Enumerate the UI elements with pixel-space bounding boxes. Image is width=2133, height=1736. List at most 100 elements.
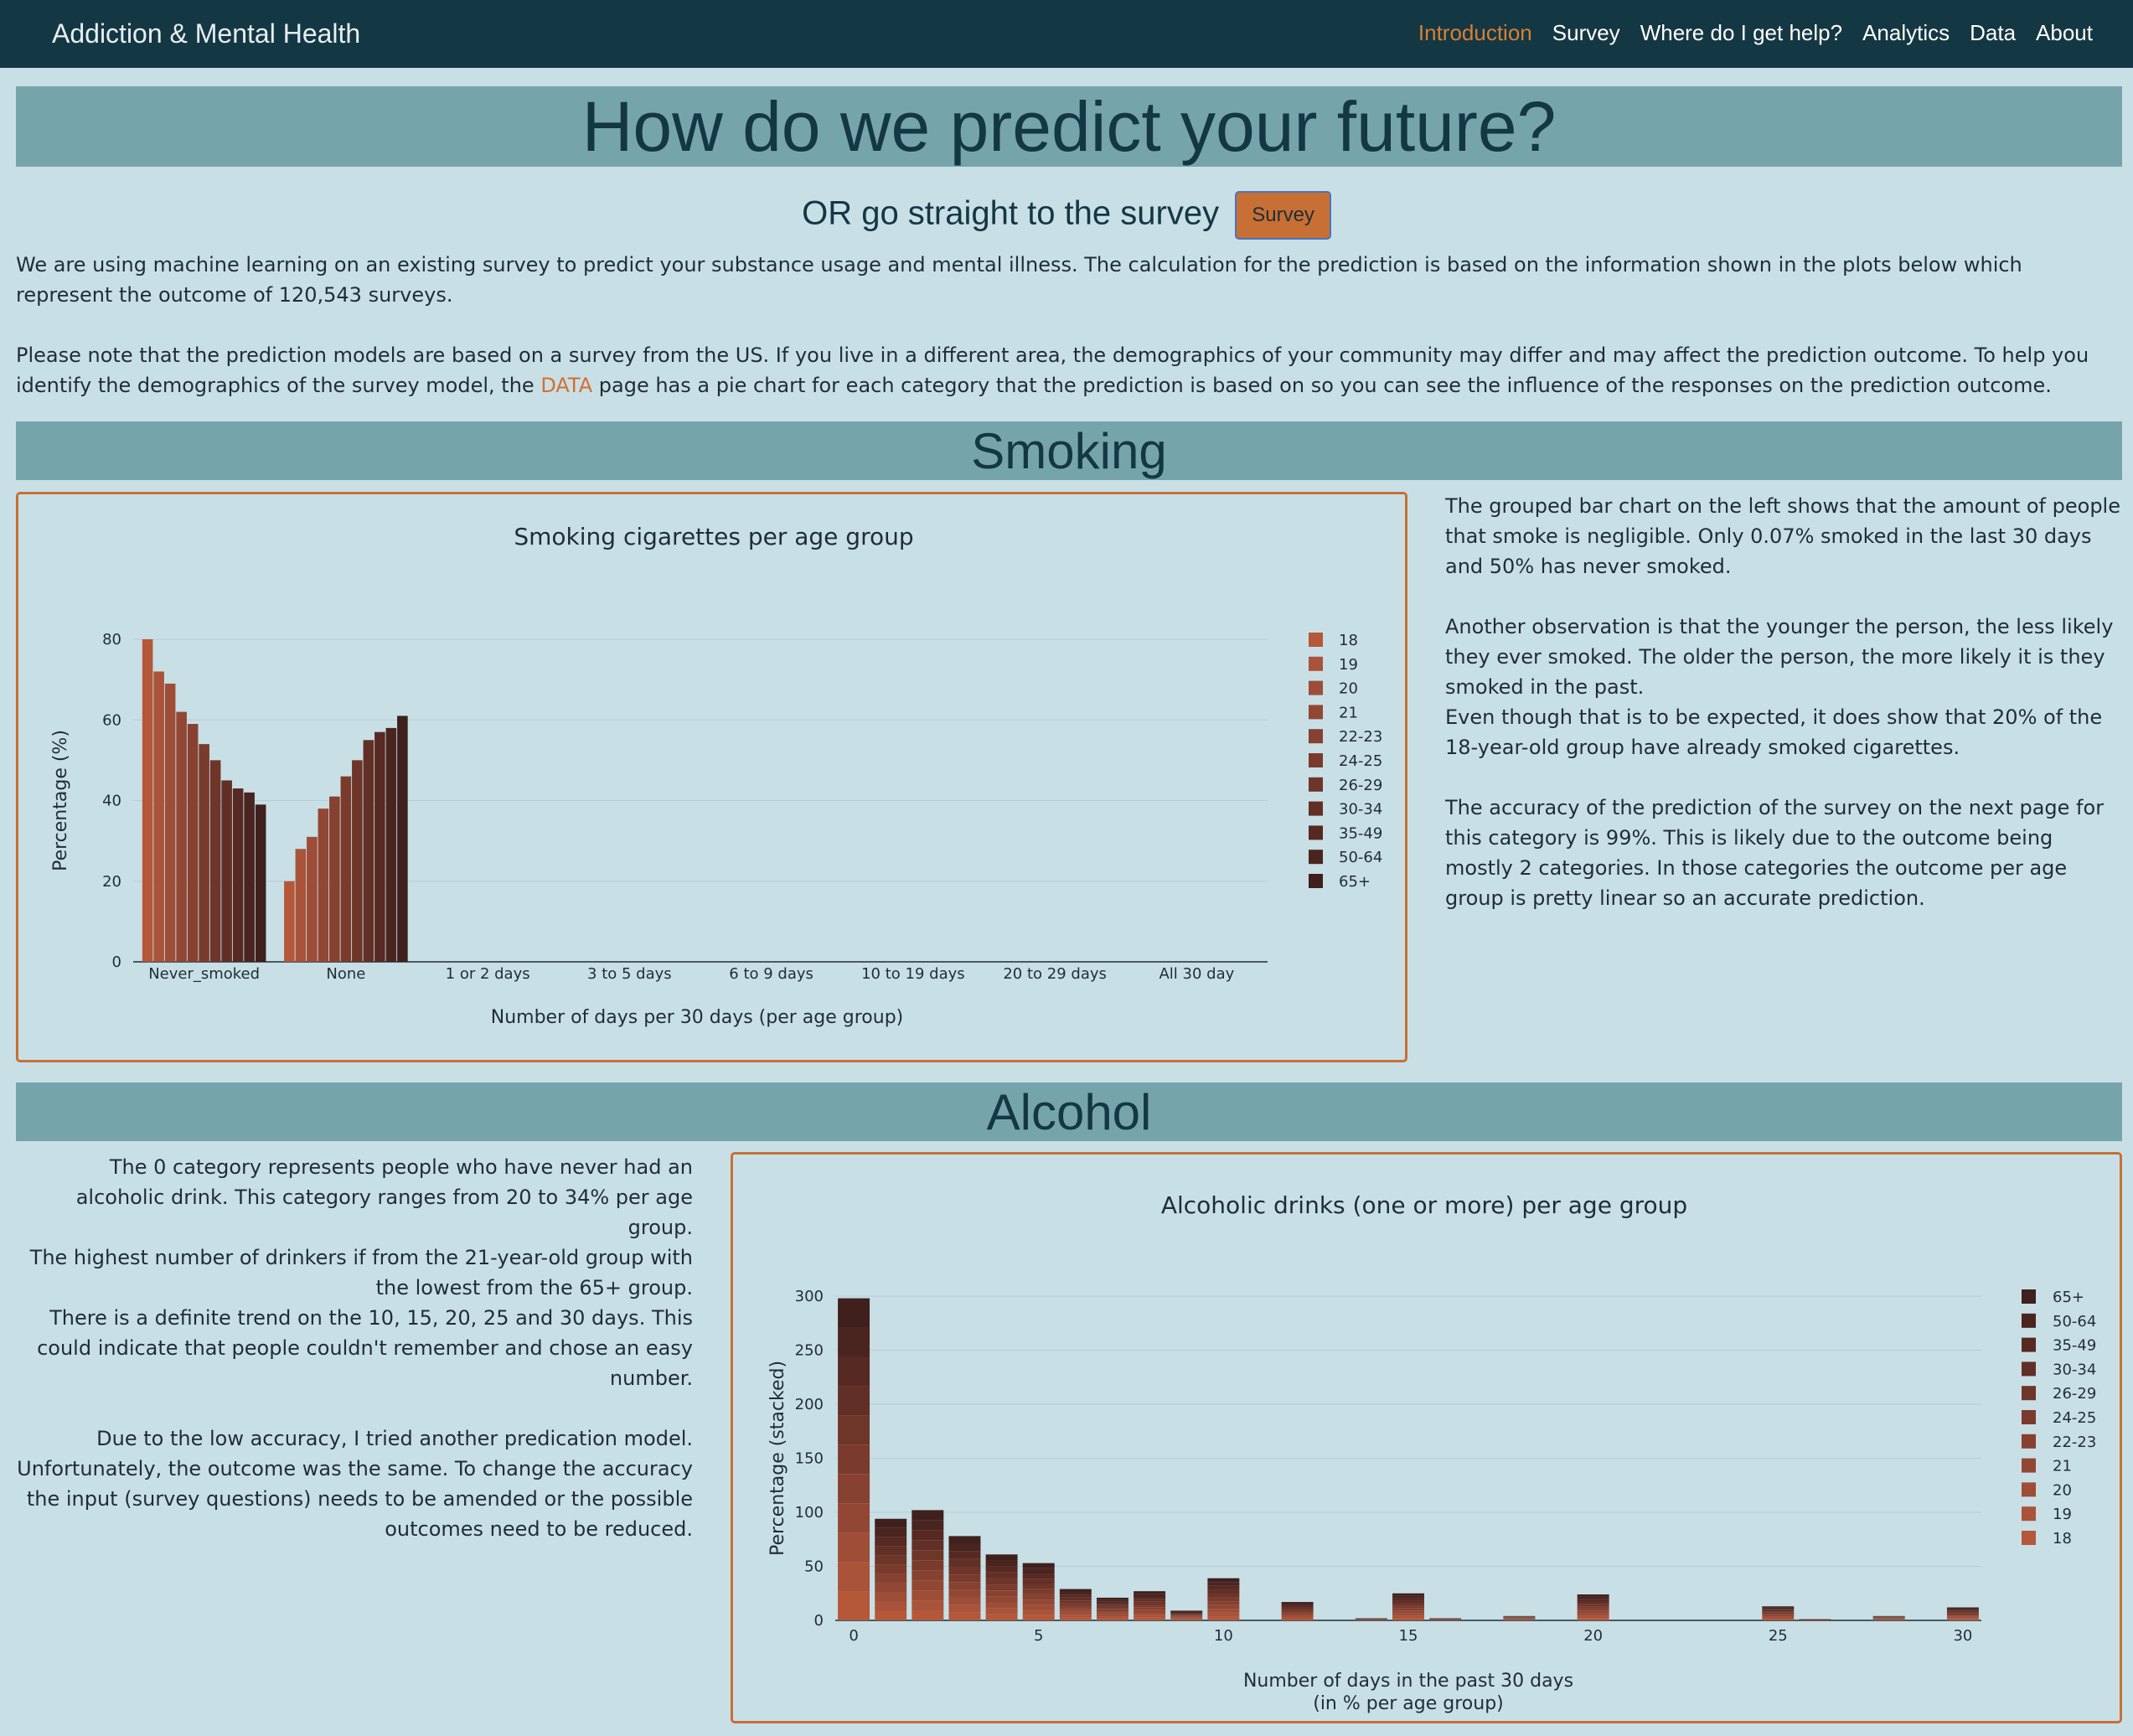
alcohol-legend-label-9: 19 (2053, 1506, 2072, 1523)
alcohol-bar-2-6 (912, 1550, 944, 1561)
smoking-legend-label-3: 21 (1339, 704, 1358, 721)
alcohol-bar-15-8 (1392, 1598, 1424, 1601)
alcohol-bar-1-4 (875, 1573, 907, 1584)
alcohol-bar-2-1 (912, 1600, 944, 1611)
smoking-bar-0-1 (153, 671, 164, 962)
alcohol-bar-3-10 (948, 1536, 981, 1544)
nav-link-analytics[interactable]: Analytics (1862, 20, 1950, 45)
smoking-text-spacer-1 (1445, 581, 2124, 612)
nav-link-introduction[interactable]: Introduction (1418, 20, 1532, 45)
alcohol-bar-2-7 (912, 1540, 944, 1551)
alcohol-bar-2-0 (912, 1610, 944, 1620)
page-title-banner: How do we predict your future? (16, 86, 2122, 167)
alcohol-bar-1-3 (875, 1583, 907, 1593)
nav-link-data[interactable]: Data (1970, 20, 2017, 45)
alcohol-chart[interactable]: Alcoholic drinks (one or more) per age g… (733, 1155, 2125, 1726)
alcohol-bar-7-3 (1096, 1612, 1128, 1615)
alcohol-bar-9-10 (1170, 1610, 1203, 1612)
alcohol-bar-5-2 (1022, 1604, 1055, 1610)
alcohol-bar-12-4 (1281, 1612, 1314, 1615)
alcohol-legend-label-6: 22-23 (2053, 1434, 2096, 1451)
alcohol-bar-20-1 (1577, 1615, 1609, 1619)
alcohol-x-tick-0: 0 (849, 1627, 858, 1645)
smoking-text-spacer-2 (1445, 762, 2124, 793)
alcohol-legend-swatch-8 (2022, 1482, 2036, 1497)
alcohol-bar-7-2 (1096, 1614, 1128, 1617)
alcohol-bar-5-0 (1022, 1615, 1055, 1620)
data-page-link[interactable]: DATA (540, 374, 593, 397)
alcohol-bar-8-7 (1134, 1599, 1166, 1602)
alcohol-bar-5-9 (1022, 1568, 1055, 1574)
alcohol-bar-20-9 (1577, 1596, 1609, 1599)
survey-subheading-text: OR go straight to the survey (802, 194, 1220, 232)
alcohol-legend-swatch-4 (2022, 1386, 2036, 1401)
alcohol-bar-20-5 (1577, 1606, 1609, 1609)
alcohol-bar-7-1 (1096, 1616, 1128, 1619)
alcohol-x-axis-label-2: (in % per age group) (1313, 1693, 1504, 1714)
smoking-legend-swatch-1 (1309, 656, 1323, 671)
smoking-bar-0-8 (232, 788, 244, 962)
alcohol-bar-4-6 (985, 1578, 1018, 1585)
alcohol-bar-2-10 (912, 1510, 944, 1521)
alcohol-bar-8-1 (1134, 1615, 1166, 1618)
nav-link-about[interactable]: About (2036, 20, 2093, 45)
smoking-text-1: The grouped bar chart on the left shows … (1445, 494, 2120, 578)
smoking-bar-1-6 (352, 760, 363, 962)
alcohol-text-4: Due to the low accuracy, I tried another… (17, 1427, 693, 1541)
alcohol-bar-5-6 (1022, 1584, 1055, 1589)
alcohol-bar-6-4 (1059, 1605, 1092, 1609)
alcohol-bar-0-5 (838, 1444, 870, 1475)
alcohol-bar-12-6 (1281, 1609, 1314, 1611)
alcohol-bar-8-0 (1134, 1617, 1166, 1620)
alcohol-y-tick-6: 300 (795, 1288, 824, 1305)
alcohol-bar-30-2 (1946, 1616, 1979, 1619)
alcohol-y-tick-1: 50 (804, 1558, 824, 1576)
smoking-legend-swatch-3 (1309, 705, 1323, 720)
alcohol-bar-8-10 (1134, 1591, 1166, 1594)
alcohol-bar-6-10 (1059, 1589, 1092, 1592)
alcohol-y-tick-5: 250 (795, 1342, 824, 1360)
alcohol-bar-1-7 (875, 1546, 907, 1556)
nav-links: Introduction Survey Where do I get help?… (1418, 20, 2093, 46)
alcohol-legend-label-3: 30-34 (2053, 1361, 2096, 1378)
alcohol-legend-swatch-9 (2022, 1506, 2036, 1522)
survey-button[interactable]: Survey (1235, 191, 1331, 240)
alcohol-bar-4-2 (985, 1602, 1018, 1609)
alcohol-bar-7-8 (1096, 1601, 1128, 1604)
alcohol-x-tick-1: 5 (1034, 1627, 1043, 1645)
alcohol-bar-2-5 (912, 1560, 944, 1571)
smoking-bar-0-3 (176, 711, 187, 962)
alcohol-bar-30-7 (1946, 1610, 1979, 1613)
alcohol-bar-20-4 (1577, 1608, 1609, 1611)
intro-paragraph-1: We are using machine learning on an exis… (16, 253, 2022, 307)
alcohol-bar-25-9 (1762, 1607, 1795, 1609)
alcohol-bar-15-3 (1392, 1610, 1424, 1614)
alcohol-legend-swatch-1 (2022, 1313, 2036, 1328)
alcohol-bar-30-8 (1946, 1609, 1979, 1611)
nav-link-survey[interactable]: Survey (1552, 20, 1620, 45)
intro-paragraph-2-end: page has a pie chart for each category t… (592, 374, 2052, 397)
alcohol-bar-9-9 (1170, 1611, 1203, 1613)
alcohol-bar-12-1 (1281, 1617, 1314, 1620)
alcohol-bar-2-2 (912, 1590, 944, 1601)
smoking-legend-swatch-4 (1309, 729, 1323, 744)
alcohol-bar-9-1 (1170, 1618, 1203, 1620)
alcohol-x-axis-label: Number of days in the past 30 days (1243, 1671, 1573, 1692)
alcohol-y-tick-3: 150 (795, 1450, 824, 1468)
smoking-y-tick-1: 20 (102, 873, 121, 891)
alcohol-bar-5-10 (1022, 1563, 1055, 1568)
alcohol-bar-25-1 (1762, 1617, 1795, 1620)
smoking-chart[interactable]: Smoking cigarettes per age group 0 20 40 60 8… (18, 494, 1410, 1065)
alcohol-bar-12-10 (1281, 1602, 1314, 1604)
brand-logo-text[interactable]: Addiction & Mental Health (52, 18, 361, 49)
nav-link-where-do-i-get-help[interactable]: Where do I get help? (1640, 20, 1843, 45)
alcohol-bar-25-2 (1762, 1616, 1795, 1618)
smoking-bar-1-9 (385, 727, 397, 962)
smoking-x-tick-1: None (326, 965, 365, 983)
alcohol-bar-4-5 (985, 1584, 1018, 1591)
smoking-bar-0-2 (164, 683, 176, 962)
smoking-legend-swatch-10 (1309, 874, 1323, 888)
alcohol-bar-1-9 (875, 1527, 907, 1537)
smoking-description: The grouped bar chart on the left shows … (1445, 491, 2124, 913)
alcohol-bar-25-5 (1762, 1612, 1795, 1615)
